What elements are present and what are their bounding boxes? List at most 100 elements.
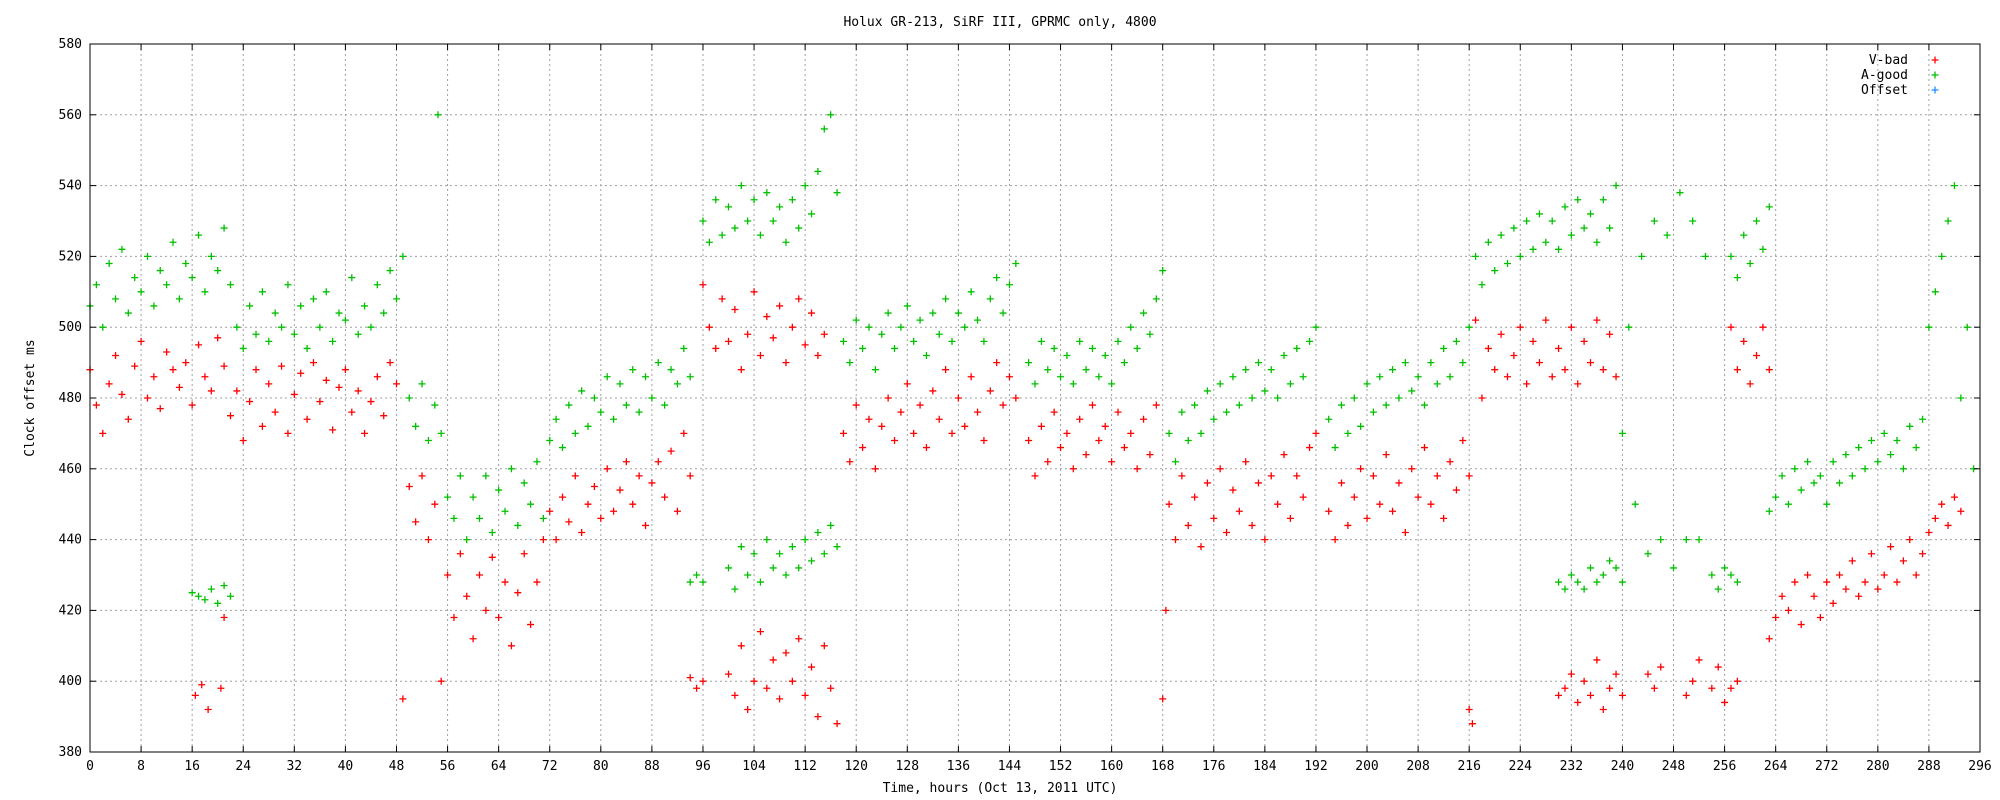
v-bad-point bbox=[1280, 451, 1288, 459]
a-good-point bbox=[1465, 323, 1473, 331]
a-good-point bbox=[1312, 323, 1320, 331]
v-bad-point bbox=[495, 613, 503, 621]
v-bad-point bbox=[1050, 408, 1058, 416]
a-good-point bbox=[169, 238, 177, 246]
v-bad-point bbox=[693, 684, 701, 692]
v-bad-point bbox=[501, 578, 509, 586]
x-axis-label: Time, hours (Oct 13, 2011 UTC) bbox=[883, 781, 1118, 796]
x-tick-label: 200 bbox=[1355, 759, 1378, 774]
v-bad-point bbox=[705, 323, 713, 331]
v-bad-point bbox=[782, 649, 790, 657]
v-bad-point bbox=[1727, 323, 1735, 331]
a-good-point bbox=[1950, 182, 1958, 190]
v-bad-point bbox=[1031, 472, 1039, 480]
chart-title: Holux GR-213, SiRF III, GPRMC only, 4800 bbox=[843, 15, 1156, 30]
a-good-point bbox=[105, 259, 113, 267]
a-good-point bbox=[1925, 323, 1933, 331]
v-bad-point bbox=[1842, 585, 1850, 593]
a-good-point bbox=[916, 316, 924, 324]
v-bad-point bbox=[756, 352, 764, 360]
v-bad-point bbox=[1363, 514, 1371, 522]
a-good-point bbox=[1887, 451, 1895, 459]
v-bad-point bbox=[1950, 493, 1958, 501]
a-good-point bbox=[303, 344, 311, 352]
v-bad-point bbox=[1874, 585, 1882, 593]
a-good-point bbox=[131, 274, 139, 282]
v-bad-point bbox=[1427, 500, 1435, 508]
v-bad-point bbox=[1861, 578, 1869, 586]
a-good-point bbox=[1612, 564, 1620, 572]
a-good-point bbox=[552, 415, 560, 423]
a-good-point bbox=[1701, 252, 1709, 260]
v-bad-point bbox=[1069, 465, 1077, 473]
y-tick-label: 500 bbox=[59, 320, 82, 335]
v-bad-point bbox=[750, 288, 758, 296]
v-bad-point bbox=[380, 412, 388, 420]
a-good-point bbox=[680, 344, 688, 352]
v-bad-point bbox=[1759, 323, 1767, 331]
v-bad-point bbox=[124, 415, 132, 423]
a-good-point bbox=[1599, 571, 1607, 579]
v-bad-point bbox=[839, 429, 847, 437]
a-good-point bbox=[354, 330, 362, 338]
a-good-point bbox=[1599, 196, 1607, 204]
a-good-point bbox=[1446, 373, 1454, 381]
v-bad-point bbox=[1133, 465, 1141, 473]
v-bad-point bbox=[1561, 366, 1569, 374]
a-good-point bbox=[246, 302, 254, 310]
a-good-point bbox=[195, 592, 203, 600]
v-bad-point bbox=[322, 376, 330, 384]
a-good-point bbox=[1816, 472, 1824, 480]
a-good-point bbox=[348, 274, 356, 282]
a-good-point bbox=[233, 323, 241, 331]
a-good-point bbox=[865, 323, 873, 331]
v-bad-point bbox=[814, 352, 822, 360]
v-bad-point bbox=[1274, 500, 1282, 508]
v-bad-point bbox=[1823, 578, 1831, 586]
v-bad-point bbox=[1899, 557, 1907, 565]
v-bad-point bbox=[175, 383, 183, 391]
v-bad-point bbox=[131, 362, 139, 370]
v-bad-point bbox=[303, 415, 311, 423]
v-bad-point bbox=[1708, 684, 1716, 692]
v-bad-point bbox=[1095, 436, 1103, 444]
v-bad-point bbox=[1057, 444, 1065, 452]
a-good-point bbox=[201, 596, 209, 604]
a-good-point bbox=[1197, 429, 1205, 437]
a-good-point bbox=[99, 323, 107, 331]
a-good-point bbox=[565, 401, 573, 409]
a-good-point bbox=[284, 281, 292, 289]
a-good-point bbox=[871, 366, 879, 374]
a-good-point bbox=[1076, 337, 1084, 345]
y-tick-label: 580 bbox=[59, 37, 82, 52]
v-bad-point bbox=[1644, 670, 1652, 678]
a-good-point bbox=[1254, 359, 1262, 367]
a-good-point bbox=[993, 274, 1001, 282]
a-good-point bbox=[392, 295, 400, 303]
a-good-point bbox=[1120, 359, 1128, 367]
v-bad-point bbox=[884, 394, 892, 402]
v-bad-point bbox=[661, 493, 669, 501]
v-bad-point bbox=[1312, 429, 1320, 437]
a-good-point bbox=[1765, 507, 1773, 515]
v-bad-point bbox=[731, 306, 739, 313]
a-good-point bbox=[1382, 401, 1390, 409]
v-bad-point bbox=[217, 684, 225, 692]
v-bad-point bbox=[801, 691, 809, 699]
v-bad-point bbox=[654, 458, 662, 466]
v-bad-point bbox=[1254, 479, 1262, 487]
v-bad-point bbox=[207, 387, 215, 395]
v-bad-point bbox=[629, 500, 637, 508]
v-bad-point bbox=[1037, 422, 1045, 430]
v-bad-point bbox=[1216, 465, 1224, 473]
a-good-point bbox=[361, 302, 369, 310]
v-bad-point bbox=[1593, 316, 1601, 324]
v-bad-point bbox=[622, 458, 630, 466]
a-good-point bbox=[1376, 373, 1384, 381]
v-bad-point bbox=[782, 359, 790, 367]
a-good-point bbox=[329, 337, 337, 345]
a-good-point bbox=[1331, 444, 1339, 452]
a-good-point bbox=[220, 224, 228, 232]
x-tick-label: 192 bbox=[1304, 759, 1327, 774]
a-good-point bbox=[1344, 429, 1352, 437]
